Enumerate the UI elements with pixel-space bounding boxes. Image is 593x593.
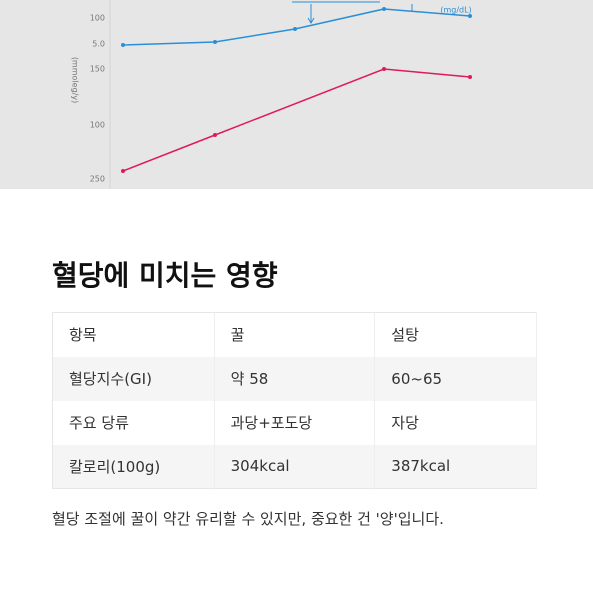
y-axis-label: (mmoleg/y) [71, 57, 80, 103]
table-cell: 혈당지수(GI) [52, 356, 215, 401]
table-cell: 자당 [374, 400, 537, 445]
table-cell: 항목 [52, 312, 215, 357]
y-tick-label: 5.0 [92, 40, 105, 49]
blue-points [121, 7, 472, 47]
chart-image: (mg/dL) (mmoleg/y) 100 5.0 150 100 250 [0, 0, 593, 189]
chart-background [0, 0, 593, 189]
annotation-arrows [292, 1, 413, 24]
y-tick-label: 100 [90, 121, 105, 130]
table-row: 항목 꿀 설탕 [52, 312, 537, 357]
y-tick-label: 150 [90, 65, 105, 74]
table-cell: 꿀 [214, 312, 376, 357]
pink-line [122, 68, 471, 172]
table-row: 주요 당류 과당+포도당 자당 [52, 400, 537, 445]
unit-label: (mg/dL) [440, 6, 471, 15]
table-cell: 과당+포도당 [214, 400, 376, 445]
table-row: 혈당지수(GI) 약 58 60~65 [52, 356, 537, 401]
table-cell: 주요 당류 [52, 400, 215, 445]
table-cell: 칼로리(100g) [52, 444, 215, 489]
heading: 혈당에 미치는 영향 [52, 259, 278, 292]
table-cell: 387kcal [374, 444, 537, 489]
table-cell: 약 58 [214, 356, 376, 401]
table-cell: 304kcal [214, 444, 376, 489]
table-cell: 설탕 [374, 312, 537, 357]
y-tick-label: 250 [90, 175, 105, 184]
y-tick-label: 100 [90, 14, 105, 23]
table-cell: 60~65 [374, 356, 537, 401]
table-row: 칼로리(100g) 304kcal 387kcal [52, 444, 537, 489]
comparison-table: 항목 꿀 설탕 혈당지수(GI) 약 58 60~65 주요 당류 과당+포도당 자당 칼로리(1… [52, 312, 537, 489]
pink-points [121, 67, 472, 173]
paragraph: 혈당 조절에 꿀이 약간 유리할 수 있지만, 중요한 건 '양'입니다. [52, 510, 444, 528]
